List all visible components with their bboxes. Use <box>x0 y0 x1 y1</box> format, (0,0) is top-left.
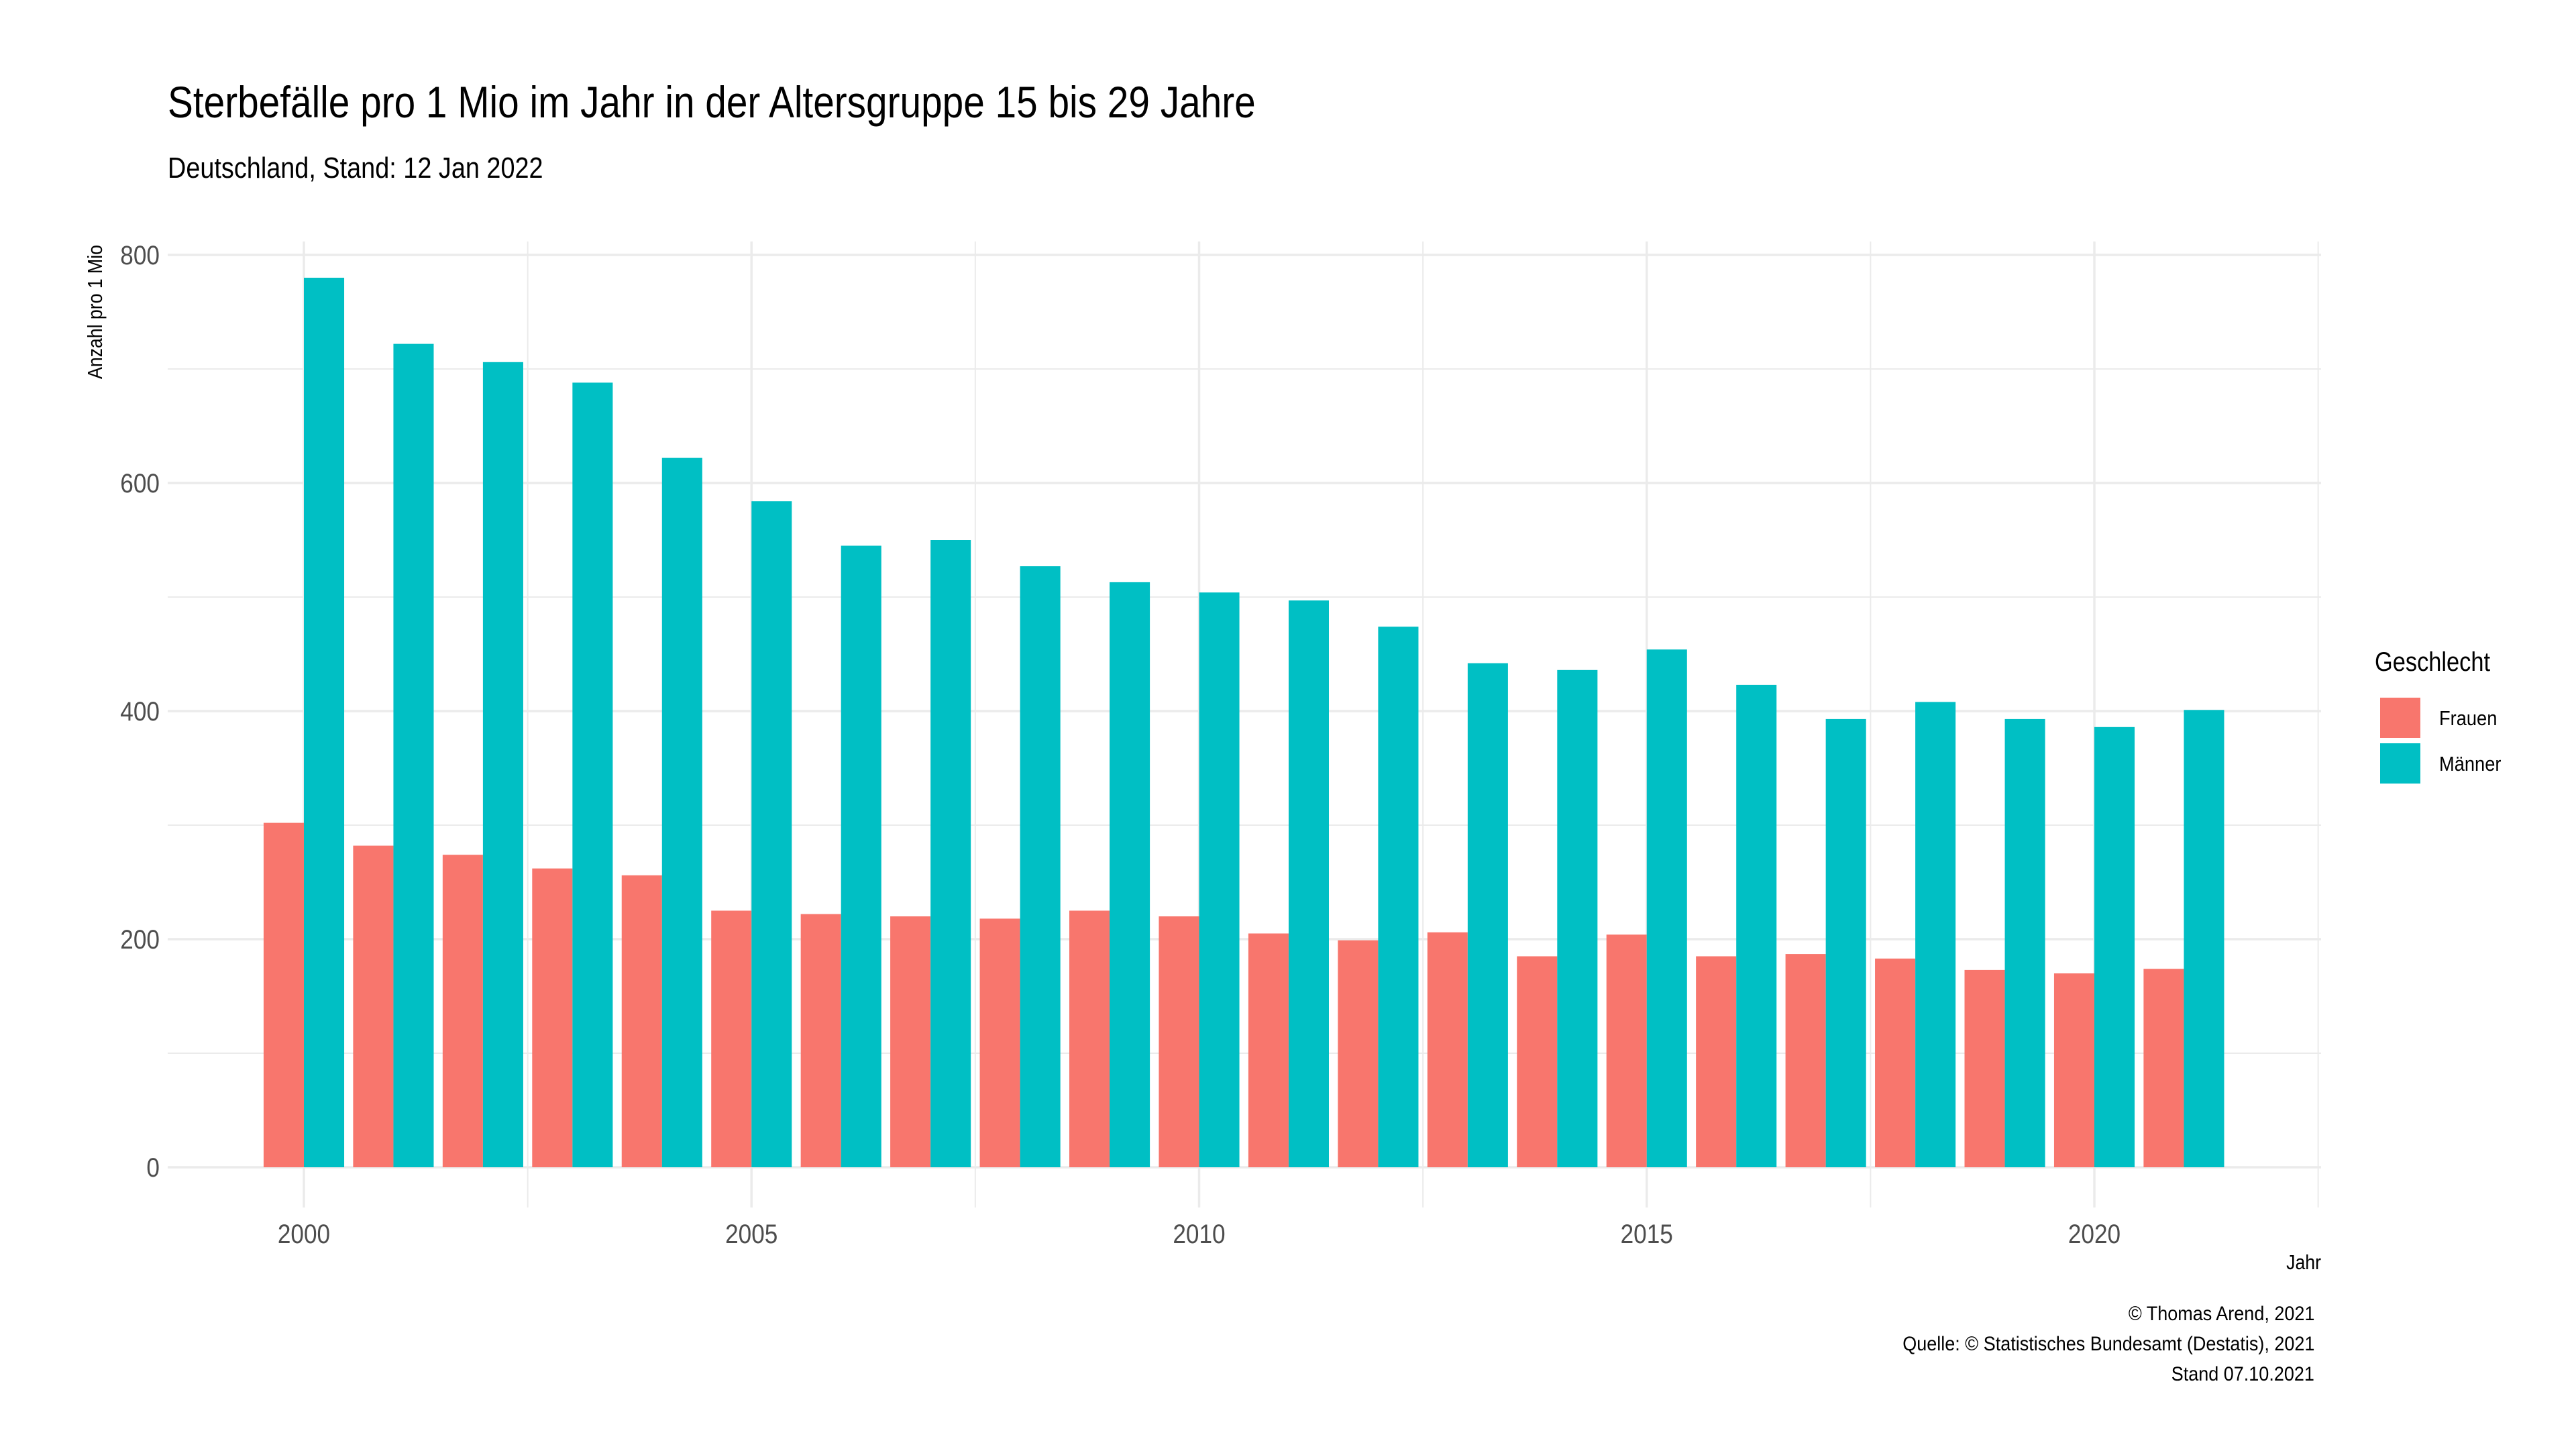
bar-maenner-2018 <box>1915 702 1956 1167</box>
y-tick-label: 200 <box>120 924 160 955</box>
bar-frauen-2001 <box>353 845 394 1167</box>
y-axis-ticks: 0 200 400 600 800 <box>120 240 160 1183</box>
x-tick-label: 2015 <box>1621 1219 1673 1249</box>
bar-maenner-2013 <box>1467 663 1508 1167</box>
bar-maenner-2010 <box>1199 592 1240 1167</box>
bar-frauen-2009 <box>1069 910 1110 1167</box>
bar-maenner-2017 <box>1825 718 1866 1167</box>
bar-frauen-2017 <box>1785 954 1826 1167</box>
y-tick-label: 400 <box>120 696 160 727</box>
bar-maenner-2005 <box>751 501 792 1167</box>
bar-maenner-2007 <box>930 540 971 1167</box>
bar-maenner-2016 <box>1736 684 1777 1167</box>
bar-frauen-2020 <box>2053 973 2094 1167</box>
bar-frauen-2008 <box>979 918 1020 1167</box>
x-axis-ticks: 2000 2005 2010 2015 2020 <box>278 1219 2121 1249</box>
bar-maenner-2012 <box>1378 627 1419 1167</box>
legend: Geschlecht Frauen Männer <box>2375 647 2502 784</box>
y-tick-label: 600 <box>120 468 160 498</box>
bars <box>263 278 2224 1167</box>
bar-maenner-2003 <box>572 382 613 1167</box>
bar-frauen-2014 <box>1517 956 1558 1167</box>
caption-date: Stand 07.10.2021 <box>2171 1363 2314 1385</box>
x-tick-label: 2000 <box>278 1219 330 1249</box>
bar-frauen-2021 <box>2143 969 2184 1167</box>
bar-maenner-2015 <box>1646 649 1687 1167</box>
x-tick-label: 2005 <box>725 1219 777 1249</box>
bar-frauen-2013 <box>1427 932 1468 1167</box>
legend-title: Geschlecht <box>2375 647 2491 677</box>
bar-frauen-2006 <box>800 914 841 1167</box>
bar-maenner-2021 <box>2184 710 2224 1167</box>
bar-frauen-2010 <box>1159 916 1199 1167</box>
bar-frauen-2012 <box>1338 940 1379 1167</box>
y-tick-label: 0 <box>146 1152 160 1183</box>
chart-subtitle: Deutschland, Stand: 12 Jan 2022 <box>168 152 543 184</box>
bar-maenner-2014 <box>1557 669 1598 1167</box>
bar-frauen-2016 <box>1696 956 1737 1167</box>
caption-author: © Thomas Arend, 2021 <box>2128 1303 2314 1325</box>
x-tick-label: 2020 <box>2068 1219 2121 1249</box>
x-tick-label: 2010 <box>1173 1219 1225 1249</box>
bar-frauen-2007 <box>890 916 931 1167</box>
bar-frauen-2005 <box>711 910 752 1167</box>
bar-maenner-2002 <box>482 362 523 1167</box>
bar-frauen-2011 <box>1248 933 1289 1167</box>
y-axis-title: Anzahl pro 1 Mio <box>84 245 107 379</box>
legend-label-maenner: Männer <box>2439 753 2502 775</box>
bar-maenner-2008 <box>1020 566 1061 1167</box>
bar-frauen-2002 <box>442 855 483 1167</box>
x-axis-title: Jahr <box>2286 1251 2321 1274</box>
bar-maenner-2001 <box>393 343 434 1167</box>
bar-frauen-2018 <box>1875 958 1916 1167</box>
bar-maenner-2004 <box>661 458 702 1167</box>
bar-maenner-2020 <box>2094 727 2135 1167</box>
legend-key-maenner <box>2380 743 2420 784</box>
bar-frauen-2000 <box>263 822 304 1167</box>
caption-source: Quelle: © Statistisches Bundesamt (Desta… <box>1902 1333 2314 1355</box>
bar-frauen-2004 <box>621 875 662 1167</box>
chart-title: Sterbefälle pro 1 Mio im Jahr in der Alt… <box>168 77 1256 127</box>
bar-maenner-2019 <box>2004 718 2045 1167</box>
y-tick-label: 800 <box>120 240 160 270</box>
legend-label-frauen: Frauen <box>2439 707 2497 730</box>
bar-frauen-2003 <box>532 868 573 1167</box>
bar-maenner-2000 <box>304 278 345 1167</box>
bar-frauen-2015 <box>1606 934 1647 1167</box>
bar-maenner-2011 <box>1288 600 1330 1167</box>
legend-key-frauen <box>2380 698 2420 738</box>
bar-maenner-2009 <box>1110 582 1150 1167</box>
bar-frauen-2019 <box>1964 969 2005 1167</box>
bar-maenner-2006 <box>841 545 881 1167</box>
